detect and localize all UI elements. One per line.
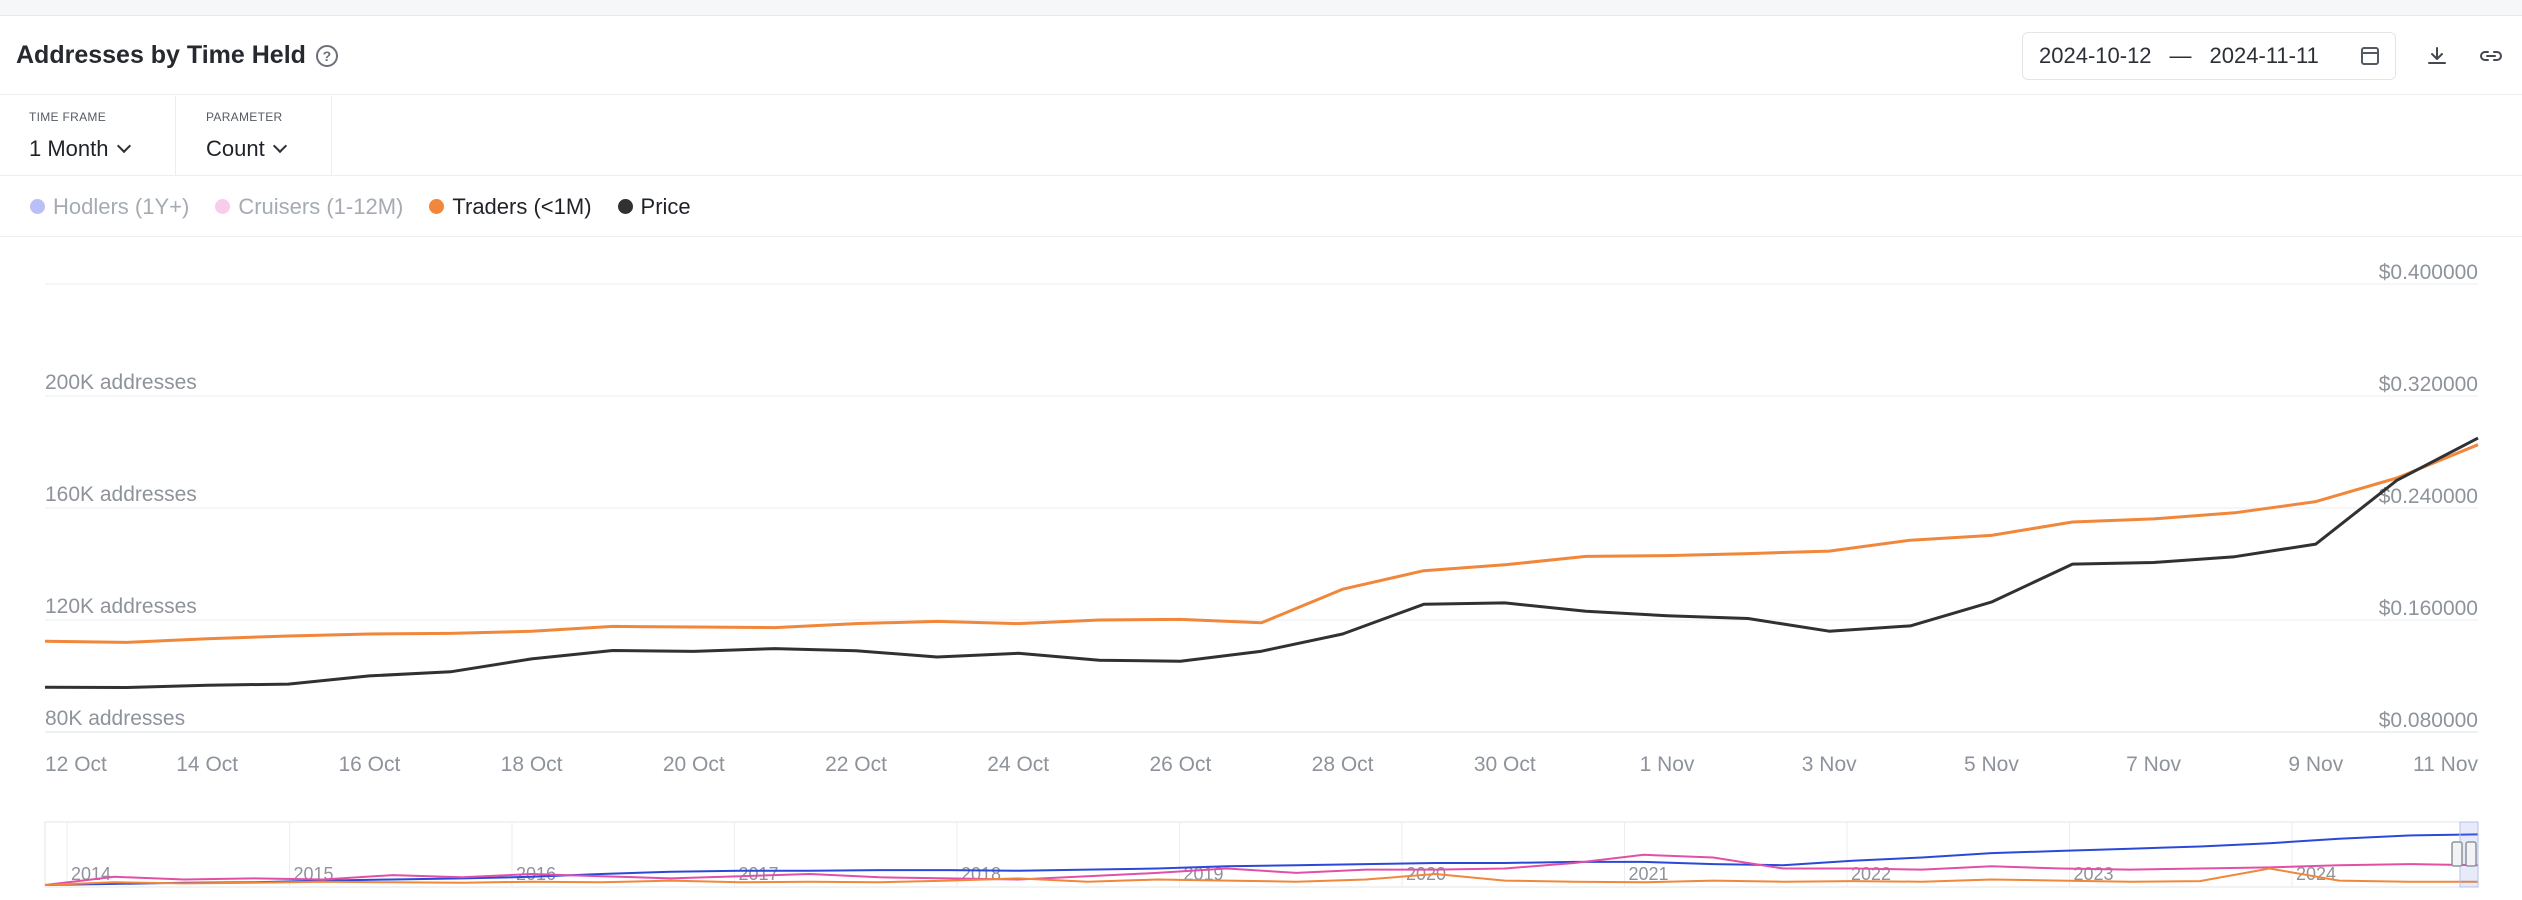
y-right-tick-label: $0.400000 — [2379, 261, 2478, 284]
x-tick-label: 14 Oct — [176, 753, 238, 776]
widget-title-group: Addresses by Time Held ? — [16, 41, 338, 70]
legend-dot — [30, 199, 45, 214]
x-tick-label: 22 Oct — [825, 753, 887, 776]
legend-item-cruisers[interactable]: Cruisers (1-12M) — [215, 194, 403, 220]
x-tick-label: 3 Nov — [1802, 753, 1857, 776]
timeframe-label: TIME FRAME — [29, 110, 106, 124]
legend-label[interactable]: Cruisers (1-12M) — [238, 193, 404, 219]
series-line-price — [44, 436, 2479, 689]
series-line-traders — [44, 443, 2479, 644]
navigator-series-line — [44, 853, 2479, 886]
navigator-handle — [2465, 841, 2477, 867]
navigator-series-line — [44, 867, 2478, 886]
y-right-tick-label: $0.240000 — [2379, 485, 2478, 508]
copy-link-button[interactable] — [2476, 41, 2506, 71]
widget-header: Addresses by Time Held ? 2024-10-12 — 20… — [0, 17, 2522, 95]
legend-label[interactable]: Hodlers (1Y+) — [53, 193, 190, 219]
navigator-year-label: 2017 — [739, 864, 779, 884]
help-icon[interactable]: ? — [315, 44, 338, 67]
link-icon — [2480, 51, 2502, 61]
legend-label[interactable]: Price — [640, 193, 691, 219]
parameter-dropdown[interactable]: Count — [206, 136, 331, 162]
legend-label[interactable]: Traders (<1M) — [452, 193, 592, 219]
legend-item-hodlers[interactable]: Hodlers (1Y+) — [30, 194, 189, 220]
y-left-tick-label: 160K addresses — [45, 483, 197, 506]
x-tick-label: 11 Nov — [2413, 753, 2478, 776]
calendar-icon[interactable] — [2361, 47, 2379, 65]
y-left-tick-label: 200K addresses — [45, 371, 197, 394]
line-chart[interactable]: 80K addresses 120K addresses 160K addresse… — [0, 237, 2522, 797]
y-left-tick-label: 120K addresses — [45, 595, 197, 618]
timeframe-value[interactable]: 1 Month — [29, 136, 109, 161]
timeframe-control[interactable]: TIME FRAME 1 Month — [0, 96, 176, 176]
chevron-down-icon[interactable] — [116, 138, 131, 154]
date-separator: — — [2169, 43, 2192, 68]
x-tick-label: 7 Nov — [2126, 753, 2181, 776]
navigator-year-label: 2021 — [1629, 864, 1669, 884]
legend-dot — [617, 199, 633, 214]
range-navigator[interactable]: 2014 2015 2016 2017 2018 2019 2020 2021 2022 2023… — [0, 820, 2522, 900]
legend-item-price[interactable]: Price — [617, 193, 691, 220]
x-tick-label: 9 Nov — [2288, 753, 2343, 776]
x-tick-label: 18 Oct — [501, 753, 563, 776]
legend-dot — [429, 199, 445, 214]
y-right-tick-label: $0.080000 — [2379, 709, 2478, 732]
y-right-tick-label: $0.320000 — [2379, 373, 2478, 396]
date-from[interactable]: 2024-10-12 — [2039, 43, 2152, 68]
chevron-down-icon[interactable] — [272, 138, 287, 154]
x-tick-label: 30 Oct — [1474, 753, 1536, 776]
navigator-series-line — [44, 833, 2479, 886]
legend-dot — [215, 199, 231, 214]
date-to[interactable]: 2024-11-11 — [2209, 43, 2319, 68]
parameter-control[interactable]: PARAMETER Count — [177, 96, 332, 176]
x-tick-label: 12 Oct — [45, 753, 107, 776]
date-range-picker[interactable]: 2024-10-12 — 2024-11-11 — [2022, 32, 2396, 80]
chart-legend: Hodlers (1Y+) Cruisers (1-12M) Traders (… — [0, 177, 2522, 237]
x-tick-label: 24 Oct — [987, 753, 1049, 776]
x-tick-label: 5 Nov — [1964, 753, 2019, 776]
x-tick-label: 16 Oct — [338, 753, 400, 776]
x-tick-label: 20 Oct — [663, 753, 725, 776]
timeframe-dropdown[interactable]: 1 Month — [29, 136, 175, 162]
top-strip — [0, 0, 2522, 16]
navigator-handle — [2451, 841, 2463, 867]
legend-item-traders[interactable]: Traders (<1M) — [429, 193, 592, 220]
x-tick-label: 28 Oct — [1312, 753, 1374, 776]
chart-controls: TIME FRAME 1 Month PARAMETER Count — [0, 96, 2522, 176]
y-left-tick-label: 80K addresses — [45, 707, 185, 730]
y-right-tick-label: $0.160000 — [2379, 597, 2478, 620]
parameter-value[interactable]: Count — [206, 136, 265, 161]
x-tick-label: 26 Oct — [1149, 753, 1211, 776]
download-icon — [2428, 47, 2446, 64]
x-tick-label: 1 Nov — [1640, 753, 1695, 776]
download-button[interactable] — [2422, 41, 2452, 71]
page-title: Addresses by Time Held — [16, 41, 306, 69]
parameter-label: PARAMETER — [206, 110, 283, 124]
